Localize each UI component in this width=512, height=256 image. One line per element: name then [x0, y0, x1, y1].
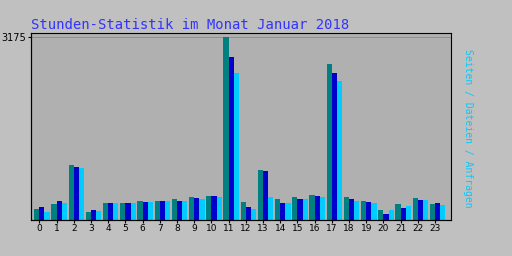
Bar — [131, 203, 136, 220]
Bar — [320, 197, 325, 220]
Bar — [413, 198, 418, 220]
Bar — [303, 199, 308, 220]
Bar — [263, 171, 268, 220]
Text: Seiten / Dateien / Anfragen: Seiten / Dateien / Anfragen — [463, 49, 474, 207]
Bar — [74, 167, 79, 220]
Bar — [165, 201, 170, 220]
Bar — [332, 73, 337, 220]
Bar — [371, 203, 376, 220]
Bar — [56, 200, 61, 220]
Bar — [61, 204, 67, 220]
Bar — [142, 202, 148, 220]
Bar — [297, 199, 303, 220]
Bar — [234, 73, 239, 220]
Bar — [172, 199, 177, 220]
Bar — [361, 200, 366, 220]
Bar — [246, 207, 251, 220]
Bar — [418, 200, 423, 220]
Bar — [217, 197, 222, 220]
Bar — [406, 206, 411, 220]
Bar — [39, 207, 45, 220]
Bar — [285, 203, 290, 220]
Bar — [251, 209, 256, 220]
Bar — [223, 37, 228, 220]
Bar — [108, 202, 113, 220]
Bar — [423, 200, 428, 220]
Bar — [206, 196, 211, 220]
Bar — [45, 211, 50, 220]
Bar — [383, 214, 389, 220]
Bar — [401, 208, 406, 220]
Bar — [395, 204, 401, 220]
Bar — [103, 204, 108, 220]
Bar — [160, 201, 165, 220]
Bar — [177, 201, 182, 220]
Bar — [241, 202, 246, 220]
Text: Stunden-Statistik im Monat Januar 2018: Stunden-Statistik im Monat Januar 2018 — [31, 18, 349, 32]
Bar — [275, 199, 280, 220]
Bar — [69, 165, 74, 220]
Bar — [258, 170, 263, 220]
Bar — [354, 201, 359, 220]
Bar — [155, 200, 160, 220]
Bar — [91, 210, 96, 220]
Bar — [113, 203, 118, 220]
Bar — [435, 203, 440, 220]
Bar — [137, 201, 142, 220]
Bar — [79, 168, 84, 220]
Bar — [389, 210, 394, 220]
Bar — [309, 195, 315, 220]
Bar — [280, 202, 285, 220]
Bar — [194, 198, 199, 220]
Bar — [189, 197, 194, 220]
Bar — [327, 64, 332, 220]
Bar — [430, 204, 435, 220]
Bar — [349, 199, 354, 220]
Bar — [292, 197, 297, 220]
Bar — [51, 204, 56, 220]
Bar — [228, 57, 234, 220]
Bar — [120, 203, 125, 220]
Bar — [125, 203, 131, 220]
Bar — [148, 202, 153, 220]
Bar — [86, 211, 91, 220]
Bar — [199, 198, 204, 220]
Bar — [211, 196, 217, 220]
Bar — [337, 81, 342, 220]
Bar — [182, 200, 187, 220]
Bar — [440, 205, 445, 220]
Bar — [366, 202, 371, 220]
Bar — [34, 209, 39, 220]
Bar — [315, 196, 320, 220]
Bar — [96, 211, 101, 220]
Bar — [268, 197, 273, 220]
Bar — [378, 210, 383, 220]
Bar — [344, 197, 349, 220]
